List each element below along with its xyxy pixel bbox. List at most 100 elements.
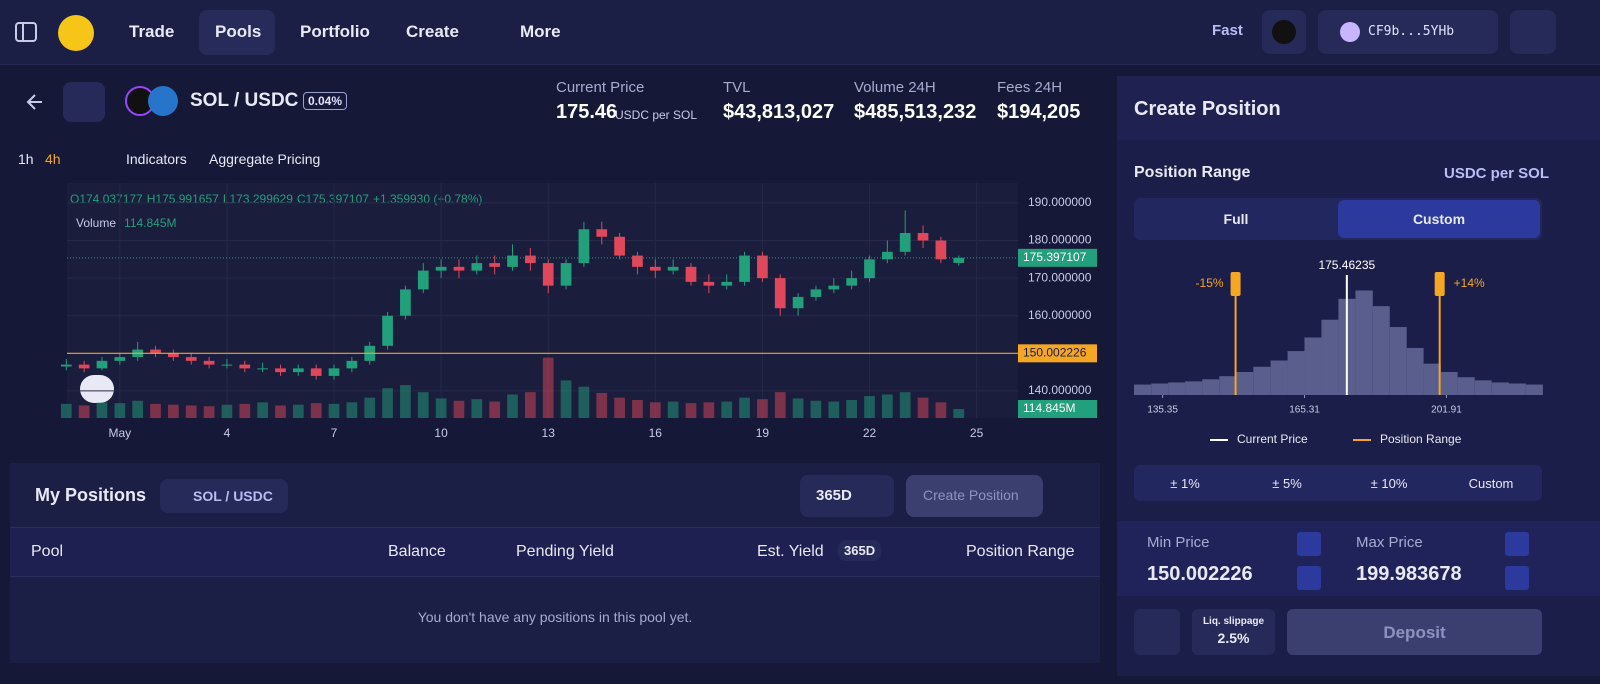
volume-marker: [1018, 400, 1097, 419]
column-header: Pool: [31, 543, 64, 560]
nav-item[interactable]: Create: [406, 22, 459, 41]
wallet-avatar: [1340, 22, 1360, 42]
stat-label: Fees 24H: [997, 79, 1063, 96]
top-nav: Trade Pools Portfolio Create More Fast C…: [0, 0, 1600, 65]
empty-message: You don't have any positions in this poo…: [417, 609, 693, 625]
slippage-button[interactable]: Liq. slippage 2.5%: [1192, 609, 1275, 655]
max-label: Max Price: [1356, 534, 1423, 551]
nav-item[interactable]: Trade: [129, 22, 175, 41]
last-price-marker: [1018, 248, 1097, 267]
nav-item[interactable]: Pools: [215, 22, 262, 41]
indicators[interactable]: Indicators: [126, 151, 187, 167]
x-tick-label: 4: [224, 426, 231, 440]
y-tick-label: 160.000000: [1028, 308, 1092, 322]
range-title: Position Range: [1134, 164, 1251, 181]
period-button[interactable]: 365D: [800, 475, 894, 517]
positions-title: My Positions: [35, 485, 147, 505]
volume-value: 114.845M: [124, 216, 177, 230]
period-text: 365D: [816, 487, 852, 504]
stat-value: $43,813,027: [723, 101, 835, 123]
usdc-token-icon: [148, 86, 178, 116]
y-tick-label: 170.000000: [1028, 270, 1092, 284]
column-header: Pending Yield: [516, 543, 614, 560]
mode-active: [1338, 200, 1540, 238]
x-tick-label: 13: [542, 426, 556, 440]
create-text: Create Position: [923, 487, 1019, 503]
column-header: Balance: [388, 543, 446, 560]
legend-close: C175.397107: [296, 192, 369, 206]
max-price: 199.983678: [1356, 563, 1462, 585]
x-tick-label: 22: [863, 426, 877, 440]
y-tick-label: 180.000000: [1028, 233, 1092, 247]
legend-high: H175.991657: [146, 192, 219, 206]
stat-value: $485,513,232: [854, 101, 977, 123]
back-icon[interactable]: [25, 92, 45, 112]
mode-option[interactable]: Custom: [1412, 211, 1466, 227]
min-minus[interactable]: [1297, 566, 1321, 590]
create-panel: Create Position Position Range USDC per …: [1117, 76, 1600, 676]
positions-panel: My Positions SOL / USDC 365D Create Posi…: [10, 463, 1100, 663]
active-tab: [199, 10, 275, 55]
stat-unit: USDC per SOL: [615, 108, 698, 122]
ohlc-legend: O174.037177 H175.991657 L173.299629 C175.39…: [70, 192, 483, 206]
pair-name: SOL / USDC: [190, 90, 299, 111]
stat-value: 175.46: [556, 101, 618, 123]
search-button[interactable]: [63, 82, 105, 122]
wallet-address: CF9b...5YHb: [1368, 24, 1455, 39]
preset-bar: ± 1% ± 5% ± 10% Custom: [1134, 465, 1542, 501]
interval[interactable]: 4h: [45, 151, 61, 167]
filter-text: SOL / USDC: [193, 488, 273, 504]
slippage-value: 2.5%: [1217, 630, 1250, 646]
min-price: 150.002226: [1147, 563, 1253, 585]
x-tick-label: 19: [756, 426, 770, 440]
x-tick-label: May: [108, 426, 131, 440]
nav-item[interactable]: Portfolio: [300, 22, 370, 41]
plot-area: [67, 183, 1018, 418]
preset[interactable]: ± 5%: [1272, 476, 1302, 491]
network-button[interactable]: [1262, 10, 1306, 54]
nav-item[interactable]: More: [520, 22, 561, 41]
panel-header: [1117, 76, 1600, 140]
stat-value: $194,205: [997, 101, 1081, 123]
legend-low: L173.299629: [222, 192, 293, 206]
fee-badge: 0.04%: [303, 92, 348, 110]
deposit-button[interactable]: Deposit: [1287, 609, 1542, 655]
min-price-label: 150.002226: [1023, 345, 1087, 359]
notifications[interactable]: [1510, 10, 1556, 54]
preset[interactable]: ± 1%: [1170, 476, 1200, 491]
last-price-label: 175.397107: [1023, 250, 1087, 264]
legend-change: +1.359930 (+0.78%): [372, 192, 483, 206]
yield-period[interactable]: 365D: [838, 540, 882, 561]
fast-button[interactable]: Fast: [1212, 22, 1243, 39]
aggregate-pricing[interactable]: Aggregate Pricing: [209, 151, 321, 167]
y-tick-label: 190.000000: [1028, 195, 1092, 209]
mode-option[interactable]: Full: [1223, 211, 1249, 227]
slippage-label: Liq. slippage: [1202, 616, 1265, 627]
table-header: [10, 527, 1100, 577]
sol-icon: [1272, 20, 1296, 44]
refresh-button[interactable]: [1134, 609, 1180, 655]
max-minus[interactable]: [1505, 566, 1529, 590]
interval[interactable]: 1h: [18, 151, 34, 167]
panel-title: Create Position: [1134, 98, 1281, 120]
wallet-button[interactable]: CF9b...5YHb: [1318, 10, 1498, 54]
preset[interactable]: Custom: [1468, 476, 1514, 491]
y-tick-label: 140.000000: [1028, 383, 1092, 397]
stat-label: TVL: [723, 79, 751, 96]
min-label: Min Price: [1147, 534, 1210, 551]
filter-button[interactable]: SOL / USDC: [160, 479, 288, 513]
max-plus[interactable]: [1505, 532, 1529, 556]
logo[interactable]: [58, 15, 94, 51]
tv-logo: [80, 375, 114, 403]
stat-label: Current Price: [556, 79, 645, 96]
x-tick-label: 10: [434, 426, 448, 440]
volume-legend: Volume 114.845M: [76, 216, 177, 230]
unit-toggle[interactable]: USDC per SOL: [1444, 165, 1550, 182]
sidebar-icon[interactable]: [15, 22, 37, 42]
stat-label: Volume 24H: [854, 79, 936, 96]
min-plus[interactable]: [1297, 532, 1321, 556]
column-header: Position Range: [966, 543, 1075, 560]
create-position-button[interactable]: Create Position: [906, 475, 1043, 517]
preset[interactable]: ± 10%: [1370, 476, 1408, 491]
